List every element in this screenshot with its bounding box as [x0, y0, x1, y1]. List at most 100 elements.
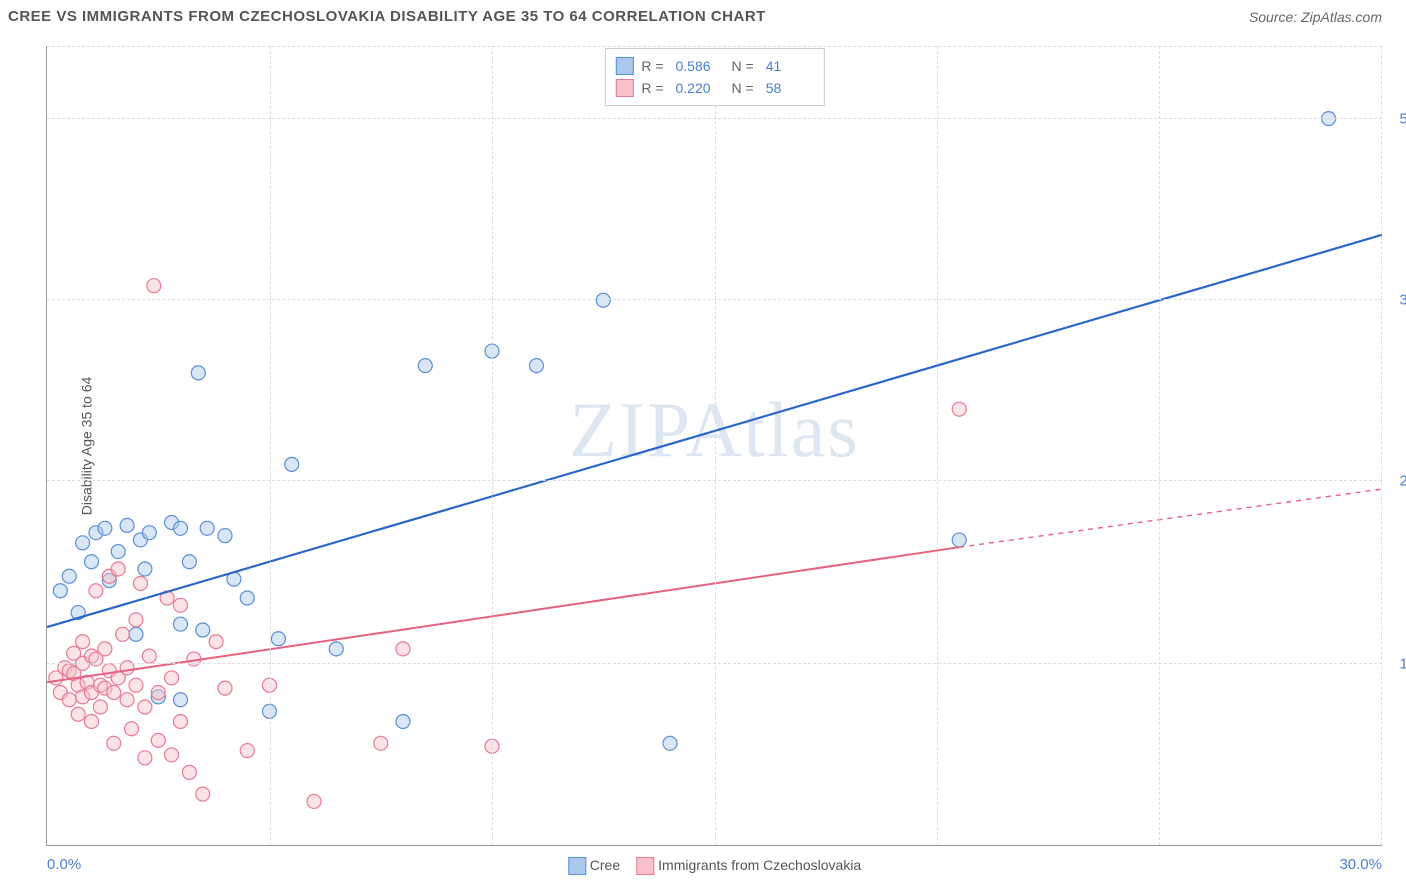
scatter-point — [271, 632, 285, 646]
scatter-point — [111, 671, 125, 685]
scatter-point — [76, 690, 90, 704]
gridline-vertical — [937, 46, 938, 845]
scatter-point — [182, 765, 196, 779]
scatter-point — [102, 569, 116, 583]
header: CREE VS IMMIGRANTS FROM CZECHOSLOVAKIA D… — [0, 0, 1406, 33]
scatter-point — [98, 642, 112, 656]
r-value: 0.220 — [676, 80, 724, 96]
scatter-point — [596, 293, 610, 307]
scatter-point — [174, 598, 188, 612]
legend-swatch — [636, 857, 654, 875]
scatter-point — [85, 649, 99, 663]
scatter-point — [71, 606, 85, 620]
scatter-point — [530, 359, 544, 373]
scatter-point — [218, 681, 232, 695]
legend-label: Immigrants from Czechoslovakia — [658, 857, 861, 873]
scatter-point — [71, 707, 85, 721]
scatter-point — [62, 569, 76, 583]
scatter-point — [374, 736, 388, 750]
scatter-point — [418, 359, 432, 373]
scatter-point — [111, 545, 125, 559]
scatter-point — [151, 733, 165, 747]
scatter-point — [62, 693, 76, 707]
scatter-point — [116, 627, 130, 641]
n-value: 58 — [766, 80, 814, 96]
x-tick-label: 0.0% — [47, 856, 81, 873]
scatter-point — [67, 667, 81, 681]
y-tick-label: 50.0% — [1387, 110, 1406, 127]
source-name: ZipAtlas.com — [1301, 9, 1382, 25]
scatter-point — [329, 642, 343, 656]
gridline-vertical — [1159, 46, 1160, 845]
x-tick-label: 30.0% — [1339, 856, 1382, 873]
scatter-point — [174, 715, 188, 729]
r-label: R = — [641, 80, 663, 96]
legend-swatch — [615, 79, 633, 97]
scatter-point — [165, 671, 179, 685]
scatter-point — [396, 715, 410, 729]
gridline-vertical — [270, 46, 271, 845]
scatter-point — [182, 555, 196, 569]
scatter-point — [142, 526, 156, 540]
scatter-point — [196, 623, 210, 637]
scatter-point — [67, 646, 81, 660]
scatter-point — [120, 518, 134, 532]
scatter-point — [191, 366, 205, 380]
scatter-point — [174, 617, 188, 631]
scatter-point — [129, 613, 143, 627]
scatter-point — [76, 536, 90, 550]
scatter-point — [129, 678, 143, 692]
scatter-point — [952, 402, 966, 416]
gridline-vertical — [492, 46, 493, 845]
legend-swatch — [568, 857, 586, 875]
gridline-vertical — [715, 46, 716, 845]
scatter-point — [174, 521, 188, 535]
scatter-point — [85, 555, 99, 569]
scatter-point — [102, 664, 116, 678]
scatter-point — [120, 693, 134, 707]
scatter-point — [89, 584, 103, 598]
r-value: 0.586 — [676, 58, 724, 74]
scatter-point — [98, 681, 112, 695]
scatter-point — [62, 664, 76, 678]
source-attribution: Source: ZipAtlas.com — [1249, 9, 1382, 25]
scatter-point — [147, 279, 161, 293]
legend-label: Cree — [590, 857, 620, 873]
scatter-point — [129, 627, 143, 641]
scatter-point — [53, 685, 67, 699]
source-label: Source: — [1249, 9, 1297, 25]
scatter-point — [125, 722, 139, 736]
scatter-point — [240, 744, 254, 758]
gridline-vertical — [1381, 46, 1382, 845]
scatter-point — [196, 787, 210, 801]
scatter-point — [107, 736, 121, 750]
scatter-point — [218, 529, 232, 543]
scatter-point — [49, 671, 63, 685]
scatter-point — [240, 591, 254, 605]
scatter-point — [138, 700, 152, 714]
scatter-point — [151, 685, 165, 699]
scatter-point — [98, 521, 112, 535]
scatter-point — [80, 675, 94, 689]
scatter-point — [76, 635, 90, 649]
scatter-point — [111, 562, 125, 576]
scatter-point — [107, 685, 121, 699]
scatter-point — [174, 693, 188, 707]
scatter-point — [160, 591, 174, 605]
scatter-point — [85, 685, 99, 699]
scatter-point — [187, 652, 201, 666]
scatter-point — [138, 751, 152, 765]
scatter-point — [396, 642, 410, 656]
y-tick-label: 12.5% — [1387, 655, 1406, 672]
scatter-point — [200, 521, 214, 535]
scatter-point — [133, 533, 147, 547]
scatter-point — [138, 562, 152, 576]
scatter-point — [71, 678, 85, 692]
legend-row: R =0.586N =41 — [615, 55, 813, 77]
scatter-point — [89, 652, 103, 666]
chart-area: Disability Age 35 to 64 ZIPAtlas R =0.58… — [46, 46, 1382, 846]
scatter-point — [209, 635, 223, 649]
scatter-point — [102, 574, 116, 588]
y-tick-label: 37.5% — [1387, 292, 1406, 309]
legend-item: Cree — [568, 857, 620, 875]
